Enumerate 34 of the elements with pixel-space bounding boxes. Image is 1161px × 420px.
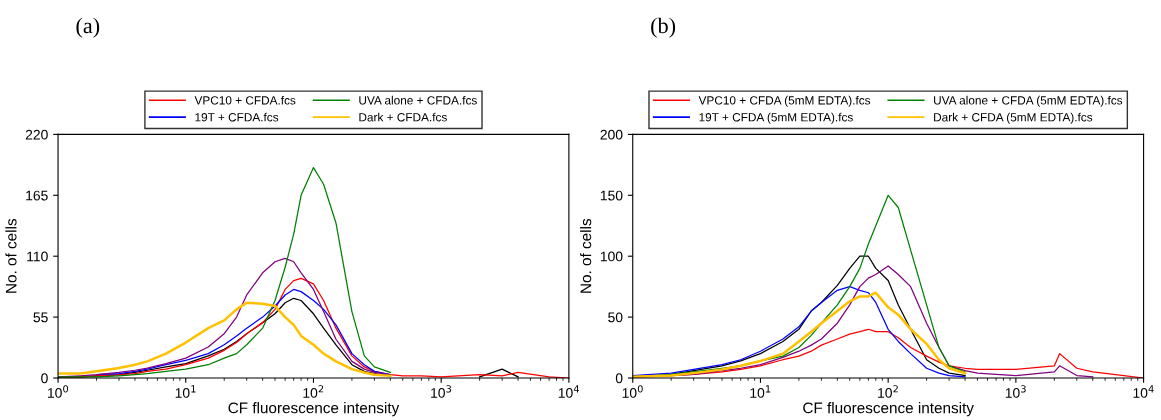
y-tick-label: 0 [615,373,623,384]
y-tick-label: 110 [27,251,48,262]
legend-label: VPC10 + CFDA (5mM EDTA).fcs [698,95,871,107]
y-tick-label: 165 [26,190,48,201]
legend-label: VPC10 + CFDA.fcs [194,95,296,105]
y-axis-title: No. of cells [5,218,17,293]
x-axis-title: CF fluorescence intensity [228,402,400,417]
x-tick-label: 10$^{4}$ [558,385,579,398]
y-tick-label: 50 [608,312,623,323]
chart-title: (b) [651,17,676,38]
y-tick-label: 200 [600,129,623,140]
x-tick-label: 10$^{4}$ [1133,385,1154,398]
x-tick-label: 10$^{3}$ [431,385,452,398]
legend-label: UVA alone + CFDA.fcs [359,95,477,105]
legend-label: 19T + CFDA (5mM EDTA).fcs [699,112,853,124]
x-tick-label: 10$^{0}$ [48,385,69,398]
x-tick-label: 10$^{1}$ [750,385,771,398]
legend-label: Dark + CFDA.fcs [359,112,447,122]
y-tick-label: 100 [600,251,623,262]
x-tick-label: 10$^{3}$ [1005,385,1026,398]
y-tick-label: 150 [600,190,623,201]
x-tick-label: 10$^{0}$ [622,385,643,398]
y-tick-label: 220 [25,129,48,140]
x-tick-label: 10$^{2}$ [878,385,898,398]
x-tick-label: 10$^{2}$ [303,385,324,398]
legend-label: 19T + CFDA.fcs [195,112,279,122]
y-tick-label: 0 [41,373,48,384]
x-tick-label: 10$^{1}$ [175,385,196,398]
y-tick-label: 55 [33,312,48,323]
legend-label: Dark + CFDA (5mM EDTA).fcs [934,112,1093,124]
chart-title: (a) [76,17,100,38]
x-axis-title: CF fluorescence intensity [803,402,974,417]
legend-label: UVA alone + CFDA (5mM EDTA).fcs [934,95,1123,107]
y-axis-title: No. of cells [580,218,592,293]
